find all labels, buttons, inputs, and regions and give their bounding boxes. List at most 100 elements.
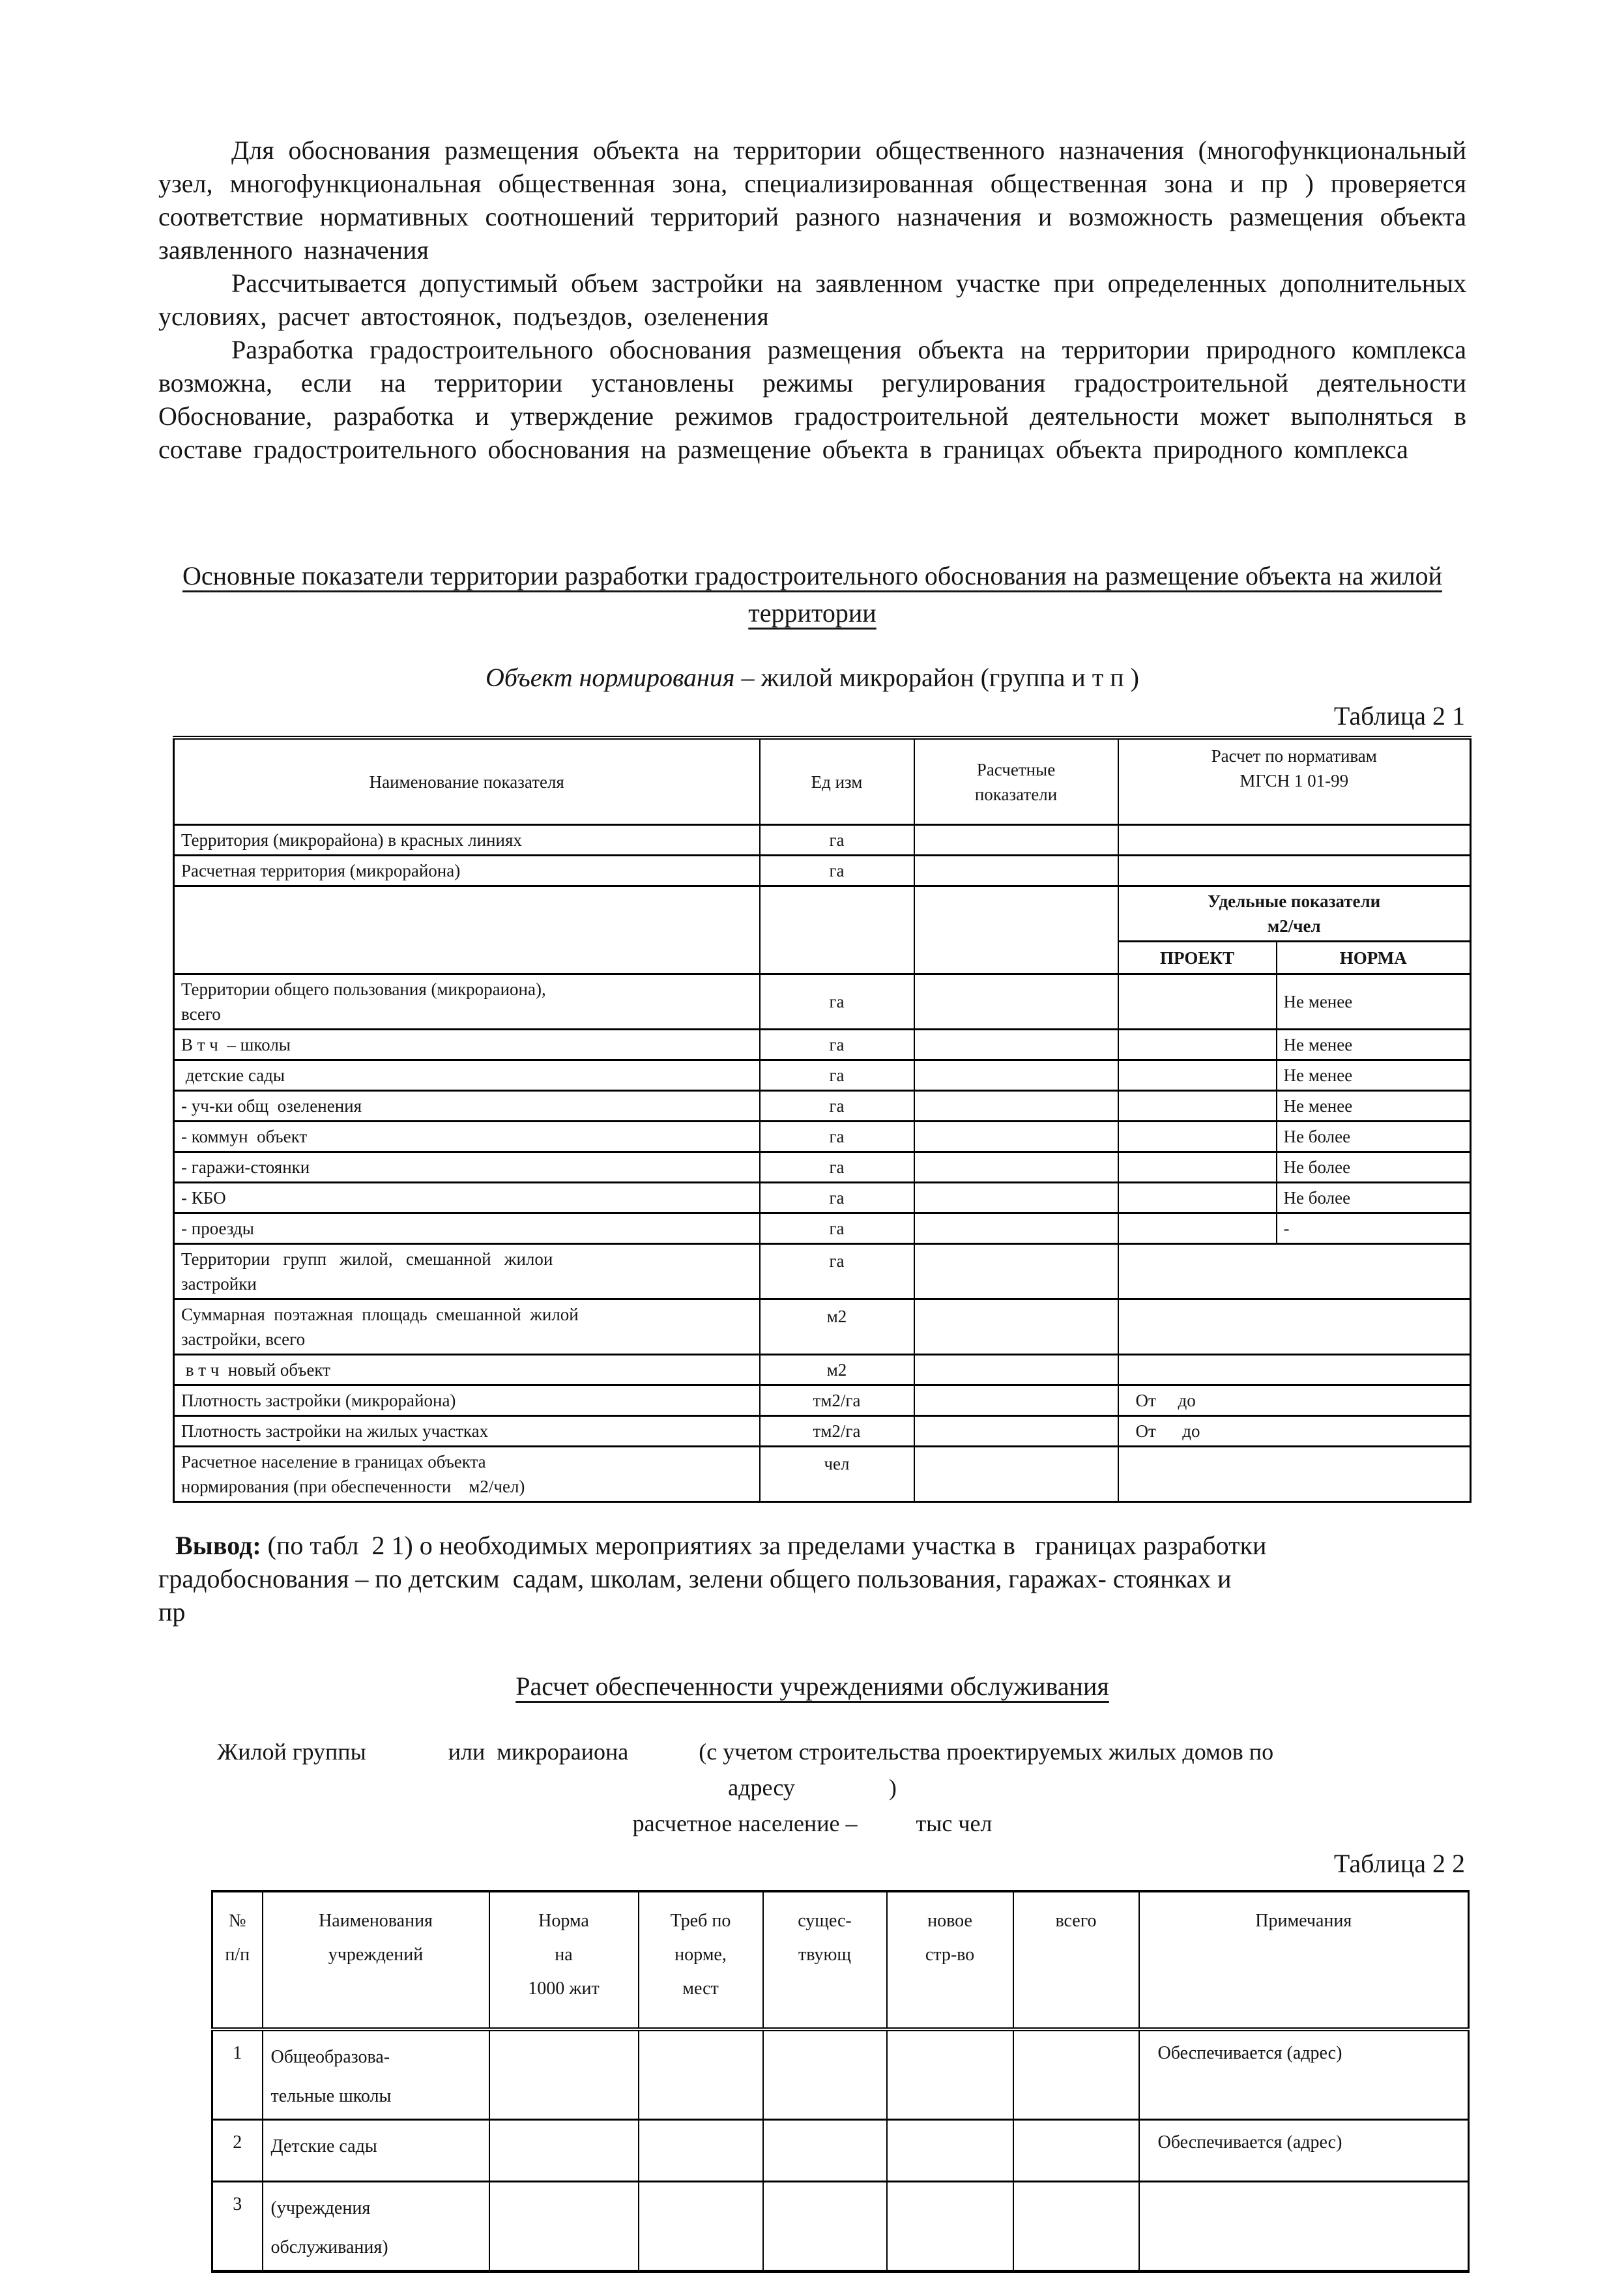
table-row: 3 (учреждения обслуживания) — [211, 2181, 1470, 2272]
conclusion-label: Вывод: — [175, 1531, 261, 1560]
cell-num: 3 — [211, 2181, 263, 2272]
t1-header-unit: Ед изм — [759, 736, 915, 826]
table-row: - гаражи-стоянки га Не более — [173, 1151, 1472, 1183]
cell-name: Общеобразова- тельные школы — [261, 2028, 490, 2121]
t2-header-notes: Примечания — [1138, 1890, 1470, 2031]
cell-calc — [913, 1090, 1119, 1122]
t1-header-norm: Расчет по нормативам МГСН 1 01-99 — [1117, 736, 1472, 826]
t1-udel-header: Удельные показатели м2/чел — [1117, 885, 1472, 942]
cell-name: - уч-ки общ озеленения — [173, 1090, 761, 1122]
cell-proj — [1117, 1181, 1277, 1214]
t1-header-calc: Расчетные показатели — [913, 736, 1119, 826]
t2-header-exist: сущес- твующ — [762, 1890, 888, 2031]
intro-line-3: расчетное население – тыс чел — [632, 1810, 993, 1836]
cell-name: в т ч новый объект — [173, 1354, 761, 1386]
table-row: детские сады га Не менее — [173, 1059, 1472, 1092]
cell-name: Суммарная поэтажная площадь смешанной жи… — [173, 1298, 761, 1355]
cell-new — [886, 2028, 1014, 2121]
cell-norma: Не более — [1275, 1120, 1472, 1153]
table-row: В т ч – школы га Не менее — [173, 1028, 1472, 1061]
cell-empty — [913, 885, 1119, 975]
cell-name: (учреждения обслуживания) — [261, 2181, 490, 2272]
table-2-1-header-row: Наименование показателя Ед изм Расчетные… — [173, 736, 1472, 826]
cell-name: - проезды — [173, 1212, 761, 1245]
cell-unit: га — [759, 1151, 915, 1183]
cell-proj — [1117, 1151, 1277, 1183]
cell-note — [1138, 2181, 1470, 2272]
cell-norma: Не более — [1275, 1151, 1472, 1183]
t1-norma-label: НОРМА — [1275, 940, 1472, 975]
table-2-2-header-row: № п/п Наименования учреждений Норма на 1… — [211, 1890, 1470, 2031]
cell-calc — [913, 1151, 1119, 1183]
table-row: Плотность застройки (микрорайона) тм2/га… — [173, 1384, 1472, 1417]
cell-unit: чел — [759, 1445, 915, 1503]
cell-norm — [488, 2028, 639, 2121]
subheading-rest-part: – жилой микрорайон (группа и т п ) — [734, 663, 1139, 692]
cell-num: 1 — [211, 2028, 263, 2121]
cell-unit: га — [759, 973, 915, 1030]
paragraph-1: Для обоснования размещения объекта на те… — [158, 136, 1466, 265]
cell-name: - коммун объект — [173, 1120, 761, 1153]
paragraph-3: Разработка градостроительного обосновани… — [158, 335, 1466, 464]
cell-unit: га — [759, 824, 915, 856]
paragraph-2: Рассчитывается допустимый объем застройк… — [158, 268, 1466, 331]
cell-exist — [762, 2119, 888, 2182]
cell-name: Расчетная территория (микрорайона) — [173, 854, 761, 887]
cell-req — [637, 2028, 764, 2121]
cell-calc — [913, 1445, 1119, 1503]
cell-exist — [762, 2028, 888, 2121]
cell-total — [1012, 2028, 1140, 2121]
cell-unit: м2 — [759, 1298, 915, 1355]
t2-header-total: всего — [1012, 1890, 1140, 2031]
cell-unit: м2 — [759, 1354, 915, 1386]
cell-total — [1012, 2119, 1140, 2182]
cell-calc — [913, 1384, 1119, 1417]
cell-norma: Не более — [1275, 1181, 1472, 1214]
cell-proj — [1117, 973, 1277, 1030]
table-2-2: № п/п Наименования учреждений Норма на 1… — [211, 1890, 1470, 2273]
cell-calc — [913, 1212, 1119, 1245]
cell-exist — [762, 2181, 888, 2272]
cell-unit: га — [759, 1181, 915, 1214]
cell-note: Обеспечивается (адрес) — [1138, 2119, 1470, 2182]
table-row: Расчетное население в границах объекта н… — [173, 1445, 1472, 1503]
cell-norm — [1117, 1354, 1472, 1386]
cell-unit: тм2/га — [759, 1415, 915, 1447]
cell-norma: Не менее — [1275, 1090, 1472, 1122]
conclusion-text: (по табл 2 1) о необходимых мероприятиях… — [158, 1531, 1267, 1627]
table-row: Расчетная территория (микрорайона) га — [173, 854, 1472, 887]
cell-norm — [1117, 1445, 1472, 1503]
cell-name: Расчетное население в границах объекта н… — [173, 1445, 761, 1503]
table-row: 1 Общеобразова- тельные школы Обеспечива… — [211, 2028, 1470, 2121]
table-row: Суммарная поэтажная площадь смешанной жи… — [173, 1298, 1472, 1355]
table-row: 2 Детские сады Обеспечивается (адрес) — [211, 2119, 1470, 2182]
cell-name: Детские сады — [261, 2119, 490, 2182]
cell-proj — [1117, 1120, 1277, 1153]
cell-unit: га — [759, 1243, 915, 1300]
table-row: Территория (микрорайона) в красных линия… — [173, 824, 1472, 856]
cell-calc — [913, 1415, 1119, 1447]
intro-line-2: адресу ) — [728, 1775, 897, 1801]
cell-calc — [913, 973, 1119, 1030]
cell-proj — [1117, 1059, 1277, 1092]
cell-norm: От до — [1117, 1384, 1472, 1417]
t2-header-new: новое стр-во — [886, 1890, 1014, 2031]
t2-header-norm: Норма на 1000 жит — [488, 1890, 639, 2031]
proj-norma-row: ПРОЕКТ НОРМА — [174, 940, 1472, 975]
intro-block: Жилой группы или микрораиона (с учетом с… — [158, 1734, 1466, 1842]
cell-norm: От до — [1117, 1415, 1472, 1447]
cell-req — [637, 2181, 764, 2272]
cell-calc — [913, 1181, 1119, 1214]
table-2-2-caption: Таблица 2 2 — [1333, 1849, 1465, 1878]
cell-norm — [488, 2119, 639, 2182]
cell-unit: га — [759, 1120, 915, 1153]
table-row: - проезды га - — [173, 1212, 1472, 1245]
t1-proj-label: ПРОЕКТ — [1117, 940, 1277, 975]
cell-unit: га — [759, 1090, 915, 1122]
cell-name: Территории общего пользования (микрораио… — [173, 973, 761, 1030]
t1-header-name: Наименование показателя — [173, 736, 761, 826]
cell-calc — [913, 1354, 1119, 1386]
cell-calc — [913, 1059, 1119, 1092]
intro-line-1: Жилой группы или микрораиона (с учетом с… — [217, 1739, 1274, 1765]
